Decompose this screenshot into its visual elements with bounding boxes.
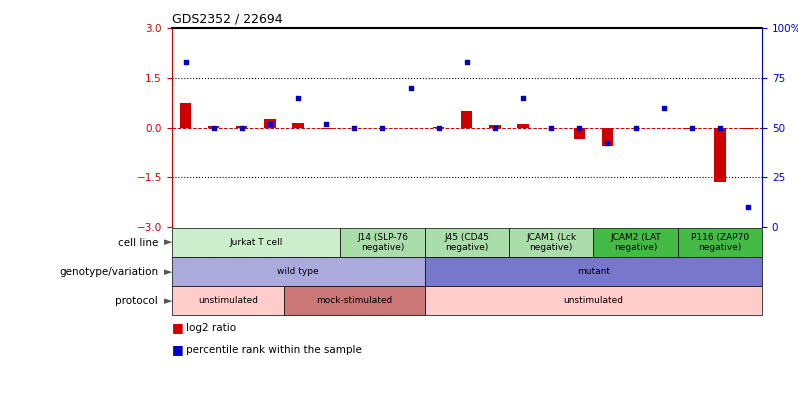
Point	[545, 124, 558, 131]
Text: ■: ■	[172, 343, 184, 356]
Text: JCAM2 (LAT
negative): JCAM2 (LAT negative)	[610, 233, 661, 252]
Bar	[180, 103, 192, 128]
Text: ►: ►	[164, 238, 173, 247]
Bar	[742, 128, 753, 129]
Point	[516, 95, 529, 101]
Text: GDS2352 / 22694: GDS2352 / 22694	[172, 13, 282, 26]
Bar	[489, 125, 500, 128]
Bar	[433, 127, 444, 128]
Text: JCAM1 (Lck
negative): JCAM1 (Lck negative)	[526, 233, 576, 252]
Point	[235, 124, 248, 131]
Text: percentile rank within the sample: percentile rank within the sample	[186, 345, 361, 355]
Point	[629, 124, 642, 131]
Text: unstimulated: unstimulated	[198, 296, 258, 305]
Point	[488, 124, 501, 131]
Text: unstimulated: unstimulated	[563, 296, 623, 305]
Text: Jurkat T cell: Jurkat T cell	[229, 238, 282, 247]
Text: P116 (ZAP70
negative): P116 (ZAP70 negative)	[691, 233, 749, 252]
Text: mock-stimulated: mock-stimulated	[316, 296, 393, 305]
Bar	[208, 126, 219, 128]
Text: J14 (SLP-76
negative): J14 (SLP-76 negative)	[357, 233, 408, 252]
Point	[433, 124, 445, 131]
Text: wild type: wild type	[277, 267, 319, 276]
Point	[292, 95, 305, 101]
Point	[573, 124, 586, 131]
Bar	[602, 128, 613, 146]
Text: mutant: mutant	[577, 267, 610, 276]
Text: genotype/variation: genotype/variation	[59, 267, 158, 277]
Point	[741, 204, 754, 210]
Point	[405, 85, 417, 91]
Bar	[714, 128, 725, 182]
Text: log2 ratio: log2 ratio	[186, 323, 236, 333]
Point	[658, 104, 670, 111]
Bar	[686, 128, 697, 129]
Bar	[236, 126, 247, 128]
Point	[460, 59, 473, 65]
Text: ■: ■	[172, 321, 184, 334]
Text: ►: ►	[164, 296, 173, 306]
Point	[348, 124, 361, 131]
Text: J45 (CD45
negative): J45 (CD45 negative)	[444, 233, 489, 252]
Bar	[264, 119, 275, 128]
Point	[685, 124, 698, 131]
Bar	[321, 128, 332, 129]
Text: ►: ►	[164, 267, 173, 277]
Bar	[517, 124, 529, 128]
Point	[263, 120, 276, 127]
Point	[180, 59, 192, 65]
Point	[601, 140, 614, 147]
Text: cell line: cell line	[117, 238, 158, 247]
Bar	[461, 111, 472, 128]
Point	[713, 124, 726, 131]
Point	[207, 124, 220, 131]
Bar	[293, 123, 304, 128]
Bar	[574, 128, 585, 139]
Text: protocol: protocol	[115, 296, 158, 306]
Point	[320, 120, 333, 127]
Point	[376, 124, 389, 131]
